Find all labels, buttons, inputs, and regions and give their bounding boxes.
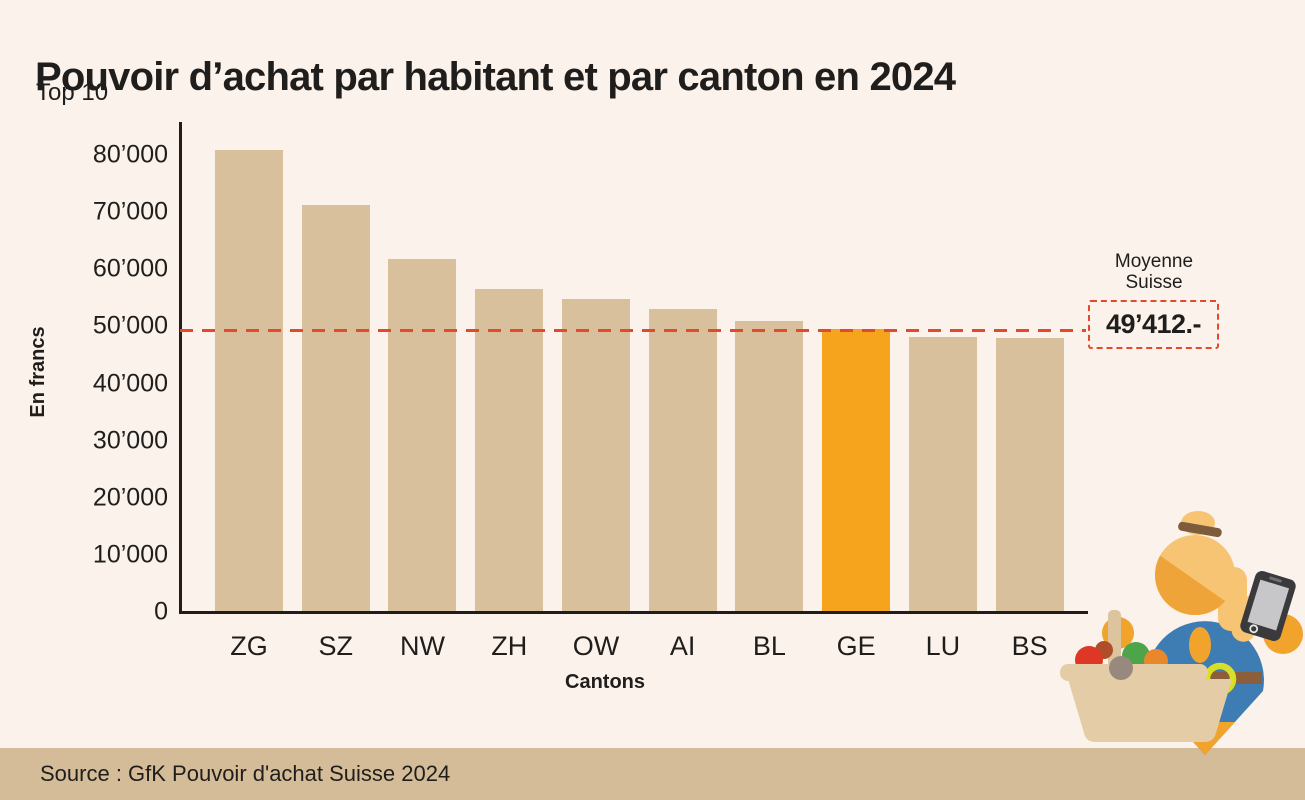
x-tick-label-AI: AI xyxy=(669,631,696,661)
x-tick-label-BS: BS xyxy=(1011,631,1048,661)
bar-SZ xyxy=(301,204,370,613)
page-title: Pouvoir d’achat par habitant et par cant… xyxy=(35,54,956,99)
y-tick-label: 80’000 xyxy=(92,140,168,169)
bar-NW xyxy=(388,258,457,613)
y-tick-label: 10’000 xyxy=(92,540,168,569)
bar-ZH xyxy=(475,288,544,613)
y-tick-label: 50’000 xyxy=(92,311,168,340)
bar-BS xyxy=(995,337,1064,613)
bar-AI xyxy=(648,308,717,613)
y-tick-label: 30’000 xyxy=(92,425,168,454)
smartphone-icon xyxy=(1240,570,1296,642)
x-axis-title: Cantons xyxy=(565,671,645,693)
page-subtitle: Top 10 xyxy=(36,79,109,106)
x-axis-line xyxy=(179,611,1088,614)
x-tick-label-LU: LU xyxy=(925,631,961,661)
shopper-illustration xyxy=(1060,511,1303,755)
source-bar: Source : GfK Pouvoir d'achat Suisse 2024 xyxy=(0,748,1305,800)
x-tick-label-OW: OW xyxy=(572,631,620,661)
x-tick-label-NW: NW xyxy=(399,631,445,661)
woman-shopper-icon xyxy=(1146,511,1303,755)
y-tick-label: 40’000 xyxy=(92,368,168,397)
bar-OW xyxy=(561,299,630,613)
bar-LU xyxy=(908,337,977,613)
y-tick-label: 70’000 xyxy=(92,197,168,226)
y-tick-label: 0 xyxy=(154,597,168,626)
swiss-average-reference-line xyxy=(180,329,1086,333)
source-text: Source : GfK Pouvoir d'achat Suisse 2024 xyxy=(40,761,451,786)
y-axis-line xyxy=(179,122,182,614)
bar-BL xyxy=(735,320,804,613)
swiss-average-value-box: 49’412.- xyxy=(1088,300,1219,349)
x-tick-label-ZG: ZG xyxy=(230,631,268,661)
x-tick-label-SZ: SZ xyxy=(318,631,353,661)
x-tick-label-ZH: ZH xyxy=(491,631,528,661)
y-tick-label: 60’000 xyxy=(92,254,168,283)
x-tick-label-BL: BL xyxy=(752,631,786,661)
x-tick-label-GE: GE xyxy=(836,631,876,661)
swiss-average-label: Moyenne Suisse xyxy=(1114,251,1194,293)
swiss-average-value: 49’412.- xyxy=(1105,309,1202,339)
bar-ZG xyxy=(215,149,283,613)
y-tick-label: 20’000 xyxy=(92,483,168,512)
shopping-basket-icon xyxy=(1060,610,1232,742)
bar-GE xyxy=(822,328,891,613)
